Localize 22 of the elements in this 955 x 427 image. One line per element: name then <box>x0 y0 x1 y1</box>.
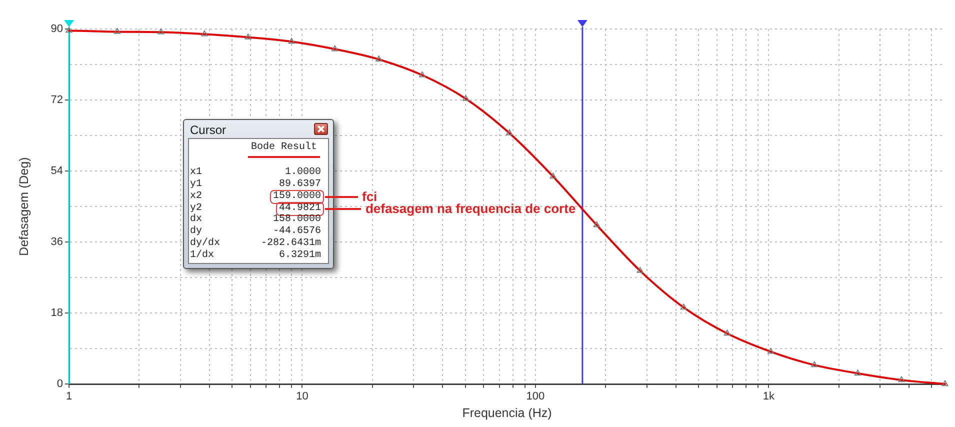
text: dy -44.6576 <box>190 226 321 238</box>
text: y2 44.9821 <box>190 202 321 214</box>
text: x2 159.0000 <box>190 190 321 202</box>
text: x1 1.0000 <box>190 167 321 178</box>
annotation: Bode Result <box>248 142 320 158</box>
y-tick-label: 54 <box>50 165 63 178</box>
y-tick-label: 72 <box>50 94 63 106</box>
x-tick-label: 10 <box>296 390 308 403</box>
y-axis-title: Defasagem (Deg) <box>16 157 31 256</box>
y-tick-label: 0 <box>56 378 63 390</box>
annotation: Cursor <box>190 123 226 137</box>
x-tick-label: 100 <box>526 390 545 403</box>
y-tick-label: 90 <box>50 23 63 36</box>
x-tick-label: 1 <box>66 390 72 403</box>
text: 1/dx 6.3291m <box>190 250 321 262</box>
y-tick-label: 36 <box>50 236 63 248</box>
text: dy/dx -282.6431m <box>190 238 321 250</box>
x-tick-label: 1k <box>762 390 776 403</box>
text: dx 158.0000 <box>190 214 321 226</box>
x-axis-title: Frequencia (Hz) <box>462 406 552 420</box>
text: y1 89.6397 <box>190 178 321 190</box>
y-tick-label: 18 <box>50 307 63 320</box>
